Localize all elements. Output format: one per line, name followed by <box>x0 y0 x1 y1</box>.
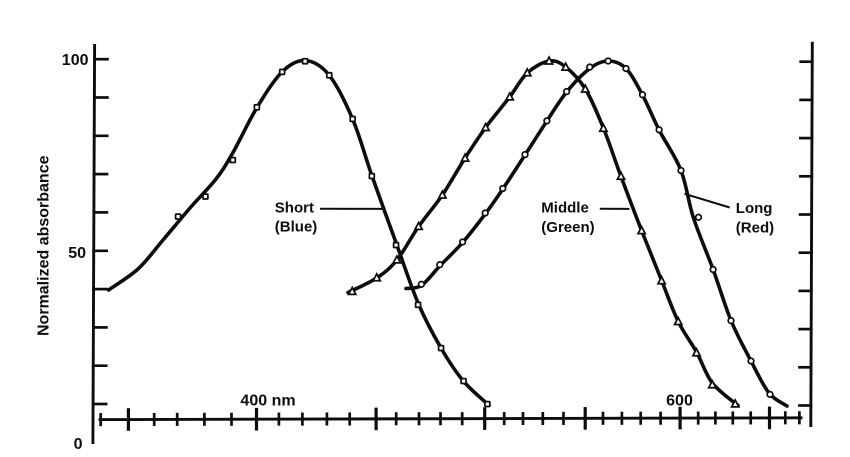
svg-text:100: 100 <box>62 52 89 69</box>
svg-text:0: 0 <box>74 436 83 453</box>
svg-text:(Blue): (Blue) <box>275 218 318 235</box>
svg-text:(Red): (Red) <box>736 219 774 236</box>
svg-text:Middle: Middle <box>541 199 589 216</box>
svg-text:Long: Long <box>736 200 773 217</box>
svg-text:50: 50 <box>68 245 86 262</box>
svg-text:600: 600 <box>666 392 693 409</box>
svg-text:(Green): (Green) <box>541 219 594 236</box>
svg-text:400 nm: 400 nm <box>240 392 295 409</box>
svg-text:Short: Short <box>275 199 314 216</box>
svg-text:Normalized absorbance: Normalized absorbance <box>36 155 53 336</box>
